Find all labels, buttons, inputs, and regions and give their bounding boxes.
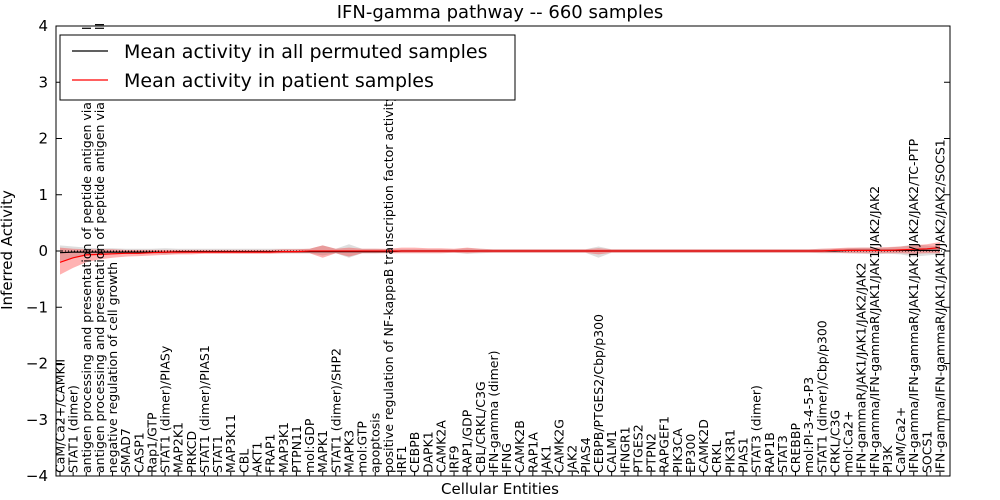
x-tick-label: DAPK1 — [420, 431, 435, 473]
x-tick-label: IRF1 — [394, 445, 409, 473]
y-tick-label: −4 — [26, 467, 48, 485]
x-tick-label: MAPK1 — [315, 430, 330, 473]
x-tick-label: SMAD7 — [118, 428, 133, 473]
x-tick-label: STAT3 (dimer) — [749, 385, 764, 473]
x-tick-label: MAPK3 — [342, 430, 357, 473]
x-tick-label: PIK3R1 — [722, 429, 737, 473]
y-tick-label: 3 — [38, 73, 48, 91]
x-tick-label: CAMK2D — [696, 419, 711, 473]
x-tick-label: FRAP1 — [263, 434, 278, 473]
x-axis-label: Cellular Entities — [441, 480, 559, 498]
x-tick-label: JAK1 — [539, 445, 554, 474]
x-tick-label: CRKL — [709, 440, 724, 473]
x-tick-label: PIK3CA — [670, 428, 685, 473]
x-tick-label: mol:Ca2+ — [841, 411, 856, 473]
x-tick-label: CAMK2G — [552, 419, 567, 473]
x-tick-label: MAP2K1 — [171, 422, 186, 473]
x-tick-label: IFN-gamma (dimer) — [486, 351, 501, 474]
x-tick-label: STAT1 (dimer)/SHP2 — [328, 348, 343, 473]
x-tick-label: JAK2 — [565, 445, 580, 474]
x-tick-label: PIAS1 — [736, 437, 751, 473]
chart-title: IFN-gamma pathway -- 660 samples — [337, 2, 664, 23]
x-tick-label: negative regulation of cell growth — [105, 262, 120, 473]
x-tick-label: antigen processing and presentation of p… — [92, 23, 107, 473]
x-tick-label: PRKCD — [184, 431, 199, 473]
x-tick-label: CRKL/C3G — [827, 410, 842, 473]
legend-label-patient: Mean activity in patient samples — [124, 70, 434, 92]
x-tick-label: STAT1 (dimer)/PIASy — [158, 345, 173, 473]
y-axis-ticks: 4 3 2 1 0 −1 −2 −3 −4 — [26, 17, 950, 485]
x-tick-label: IFN-gamma/IFN-gammaR/JAK1/JAK1/JAK2/JAK2… — [933, 139, 948, 473]
x-tick-label: SOCS1 — [919, 431, 934, 473]
x-tick-label: PTPN2 — [644, 433, 659, 473]
x-tick-label: RAPGEF1 — [657, 416, 672, 473]
x-tick-label: MAP3K1 — [276, 422, 291, 473]
x-tick-label: PI3K — [880, 445, 895, 473]
x-tick-label: CBL/CRKL/C3G — [473, 381, 488, 473]
x-tick-label: MAP3K11 — [223, 414, 238, 473]
x-tick-label: CAMK2A — [433, 420, 448, 473]
y-tick-label: −2 — [26, 355, 48, 373]
x-tick-label: CASP1 — [131, 432, 146, 473]
series-lines — [59, 247, 941, 263]
y-tick-label: 4 — [38, 17, 48, 35]
x-tick-label: positive regulation of NF-kappaB transcr… — [381, 94, 396, 473]
x-tick-label: IFNGR1 — [617, 426, 632, 473]
x-tick-label: mol:GTP — [355, 421, 370, 473]
x-tick-label: STAT1 (dimer)/Cbp/p300 — [814, 320, 829, 473]
x-tick-label: RAP1/GDP — [460, 409, 475, 473]
legend-label-permuted: Mean activity in all permuted samples — [124, 41, 487, 63]
x-tick-label: STAT3 — [775, 435, 790, 473]
x-tick-label: CEBPB — [407, 432, 422, 473]
x-tick-label: CBL — [236, 449, 251, 473]
x-tick-label: Rap1/GTP — [144, 412, 159, 473]
x-tick-label: antigen processing and presentation of p… — [79, 26, 94, 473]
x-tick-label: AKT1 — [250, 442, 265, 473]
x-tick-label: STAT1 — [210, 435, 225, 473]
x-tick-label: mol:PI-3-4-5-P3 — [801, 377, 816, 473]
y-tick-label: −1 — [26, 298, 48, 316]
x-tick-label: mol:GDP — [302, 418, 317, 473]
x-tick-label: IFN-gamma/IFN-gammaR/JAK1/JAK1/JAK2/JAK2 — [867, 186, 882, 473]
x-tick-label: CAMK2B — [512, 420, 527, 473]
x-tick-label: IFN-gamma/IFN-gammaR/JAK1/JAK1/JAK2/JAK2… — [906, 138, 921, 473]
x-tick-label: CALM1 — [604, 430, 619, 473]
y-tick-label: 2 — [38, 130, 48, 148]
x-tick-label: PIAS4 — [578, 437, 593, 473]
y-tick-label: 0 — [38, 242, 48, 260]
x-tick-label: IFNG — [499, 443, 514, 473]
y-axis-label: Inferred Activity — [0, 190, 16, 310]
legend: Mean activity in all permuted samples Me… — [59, 34, 516, 101]
x-tick-label: RAP1B — [762, 432, 777, 473]
x-tick-label: PTGES2 — [630, 424, 645, 473]
y-tick-label: 1 — [38, 186, 48, 204]
x-tick-label: PTPN11 — [289, 425, 304, 473]
x-tick-label: STAT1 (dimer)/PIAS1 — [197, 345, 212, 473]
y-tick-label: −3 — [26, 411, 48, 429]
x-tick-label: apoptosis — [368, 413, 383, 473]
x-tick-label: IFN-gammaR/JAK1/JAK1/JAK2/JAK2 — [854, 262, 869, 473]
x-tick-label: RAP1A — [525, 432, 540, 473]
x-tick-label: CaM/Ca2+ — [893, 407, 908, 473]
x-tick-label: EP300 — [683, 434, 698, 473]
x-tick-label: STAT1 (dimer) — [66, 385, 81, 473]
legend-frame — [59, 34, 516, 101]
x-tick-label: IRF9 — [447, 445, 462, 473]
line-series-1 — [59, 247, 941, 263]
band-series-1 — [60, 242, 940, 275]
x-tick-label: CREBBP — [788, 423, 803, 473]
x-tick-label: CEBPB/PTGES2/Cbp/p300 — [591, 314, 606, 473]
